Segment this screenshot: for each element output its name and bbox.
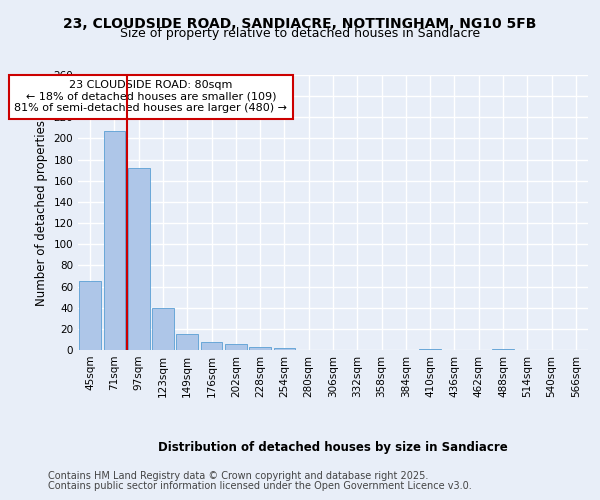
- Text: 23 CLOUDSIDE ROAD: 80sqm
← 18% of detached houses are smaller (109)
81% of semi-: 23 CLOUDSIDE ROAD: 80sqm ← 18% of detach…: [14, 80, 287, 114]
- Text: Contains public sector information licensed under the Open Government Licence v3: Contains public sector information licen…: [48, 481, 472, 491]
- Bar: [200, 342, 223, 350]
- Bar: [104, 131, 125, 350]
- Bar: [492, 349, 514, 350]
- Bar: [79, 281, 101, 350]
- Bar: [249, 347, 271, 350]
- Bar: [225, 344, 247, 350]
- Text: Distribution of detached houses by size in Sandiacre: Distribution of detached houses by size …: [158, 441, 508, 454]
- Bar: [128, 168, 149, 350]
- Y-axis label: Number of detached properties: Number of detached properties: [35, 120, 48, 306]
- Text: 23, CLOUDSIDE ROAD, SANDIACRE, NOTTINGHAM, NG10 5FB: 23, CLOUDSIDE ROAD, SANDIACRE, NOTTINGHA…: [64, 18, 536, 32]
- Bar: [176, 334, 198, 350]
- Bar: [419, 349, 441, 350]
- Bar: [152, 308, 174, 350]
- Bar: [274, 348, 295, 350]
- Text: Size of property relative to detached houses in Sandiacre: Size of property relative to detached ho…: [120, 28, 480, 40]
- Text: Contains HM Land Registry data © Crown copyright and database right 2025.: Contains HM Land Registry data © Crown c…: [48, 471, 428, 481]
